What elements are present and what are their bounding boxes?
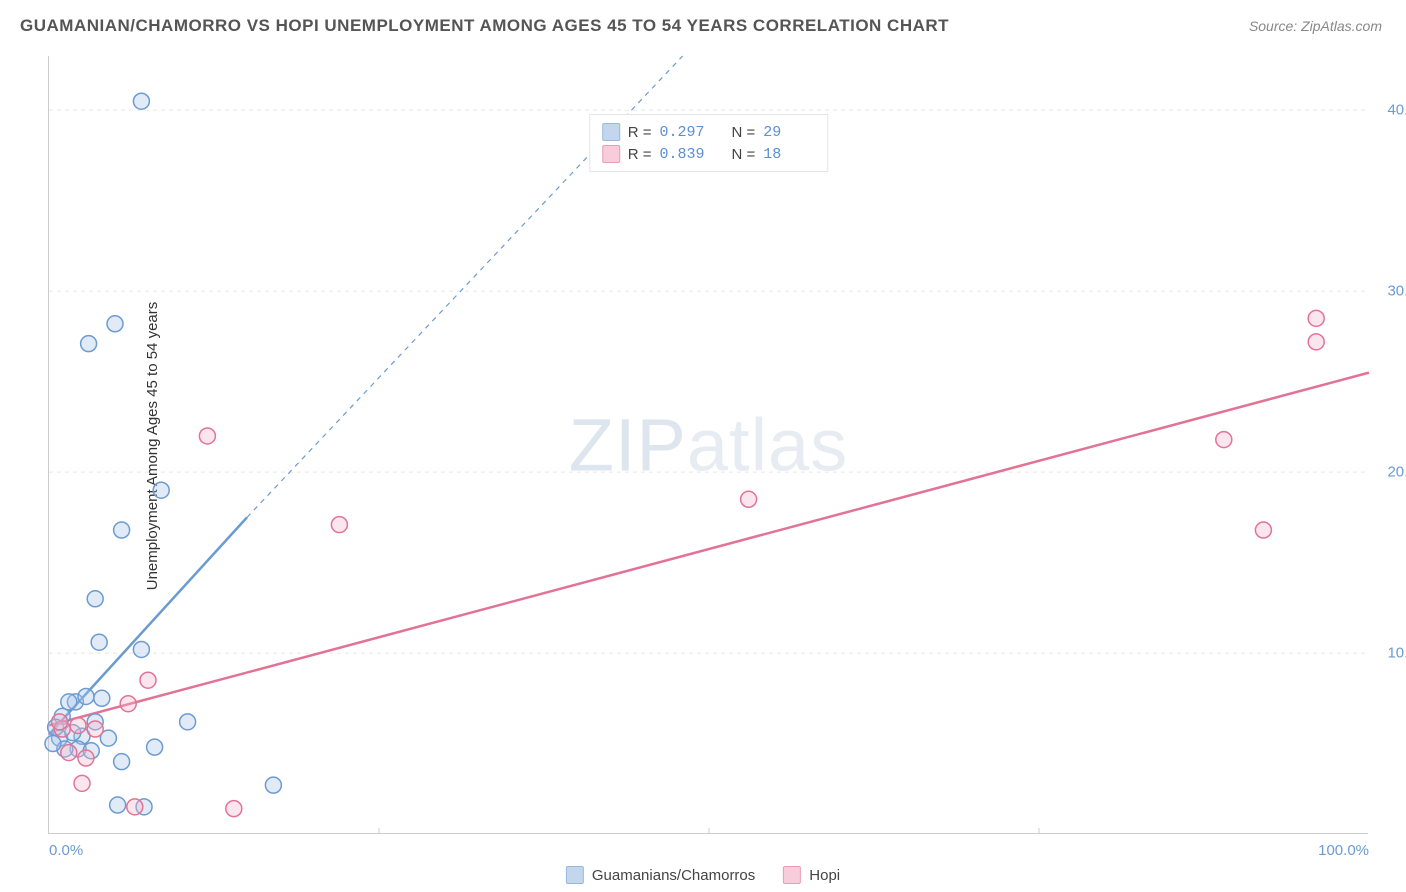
scatter-point xyxy=(180,714,196,730)
chart-title: GUAMANIAN/CHAMORRO VS HOPI UNEMPLOYMENT … xyxy=(20,16,949,36)
n-value: 18 xyxy=(763,146,815,163)
scatter-point xyxy=(81,336,97,352)
r-label: R = xyxy=(628,146,652,163)
source-attribution: Source: ZipAtlas.com xyxy=(1249,18,1382,34)
scatter-point xyxy=(52,714,68,730)
scatter-point xyxy=(226,801,242,817)
scatter-point xyxy=(265,777,281,793)
y-tick-label: 20.0% xyxy=(1387,464,1406,481)
n-value: 29 xyxy=(763,124,815,141)
scatter-point xyxy=(110,797,126,813)
chart-container: GUAMANIAN/CHAMORRO VS HOPI UNEMPLOYMENT … xyxy=(0,0,1406,892)
scatter-point xyxy=(78,750,94,766)
scatter-point xyxy=(140,672,156,688)
scatter-point xyxy=(153,482,169,498)
y-tick-label: 40.0% xyxy=(1387,102,1406,119)
r-value: 0.839 xyxy=(660,146,712,163)
scatter-point xyxy=(74,775,90,791)
correlation-legend: R = 0.297 N = 29 R = 0.839 N = 18 xyxy=(589,114,829,172)
legend-series-item: Guamanians/Chamorros xyxy=(566,866,755,884)
legend-swatch xyxy=(602,145,620,163)
n-label: N = xyxy=(732,124,756,141)
x-tick-label: 0.0% xyxy=(49,842,83,859)
y-tick-label: 30.0% xyxy=(1387,283,1406,300)
scatter-point xyxy=(45,736,61,752)
scatter-point xyxy=(147,739,163,755)
scatter-point xyxy=(114,754,130,770)
legend-swatch xyxy=(602,123,620,141)
scatter-point xyxy=(61,694,77,710)
scatter-point xyxy=(1308,310,1324,326)
legend-series-label: Guamanians/Chamorros xyxy=(592,867,755,884)
scatter-point xyxy=(133,93,149,109)
legend-swatch xyxy=(783,866,801,884)
legend-swatch xyxy=(566,866,584,884)
scatter-point xyxy=(61,745,77,761)
scatter-point xyxy=(199,428,215,444)
legend-correlation-row: R = 0.839 N = 18 xyxy=(602,143,816,165)
scatter-point xyxy=(78,688,94,704)
scatter-point xyxy=(91,634,107,650)
scatter-point xyxy=(133,641,149,657)
legend-series-label: Hopi xyxy=(809,867,840,884)
scatter-point xyxy=(127,799,143,815)
scatter-point xyxy=(1308,334,1324,350)
scatter-point xyxy=(70,717,86,733)
scatter-point xyxy=(1216,432,1232,448)
scatter-plot-svg xyxy=(49,56,1368,833)
n-label: N = xyxy=(732,146,756,163)
scatter-point xyxy=(114,522,130,538)
plot-area: ZIPatlas R =0.297N =29R =0.839N =18 10.0… xyxy=(48,56,1368,834)
legend-correlation-row: R = 0.297 N = 29 xyxy=(602,121,816,143)
scatter-point xyxy=(87,721,103,737)
series-legend: Guamanians/Chamorros Hopi xyxy=(566,866,840,884)
scatter-point xyxy=(120,696,136,712)
y-tick-label: 10.0% xyxy=(1387,645,1406,662)
r-value: 0.297 xyxy=(660,124,712,141)
scatter-point xyxy=(331,517,347,533)
r-label: R = xyxy=(628,124,652,141)
scatter-point xyxy=(87,591,103,607)
scatter-point xyxy=(107,316,123,332)
scatter-point xyxy=(94,690,110,706)
scatter-point xyxy=(1255,522,1271,538)
legend-series-item: Hopi xyxy=(783,866,840,884)
scatter-point xyxy=(741,491,757,507)
x-tick-label: 100.0% xyxy=(1318,842,1369,859)
